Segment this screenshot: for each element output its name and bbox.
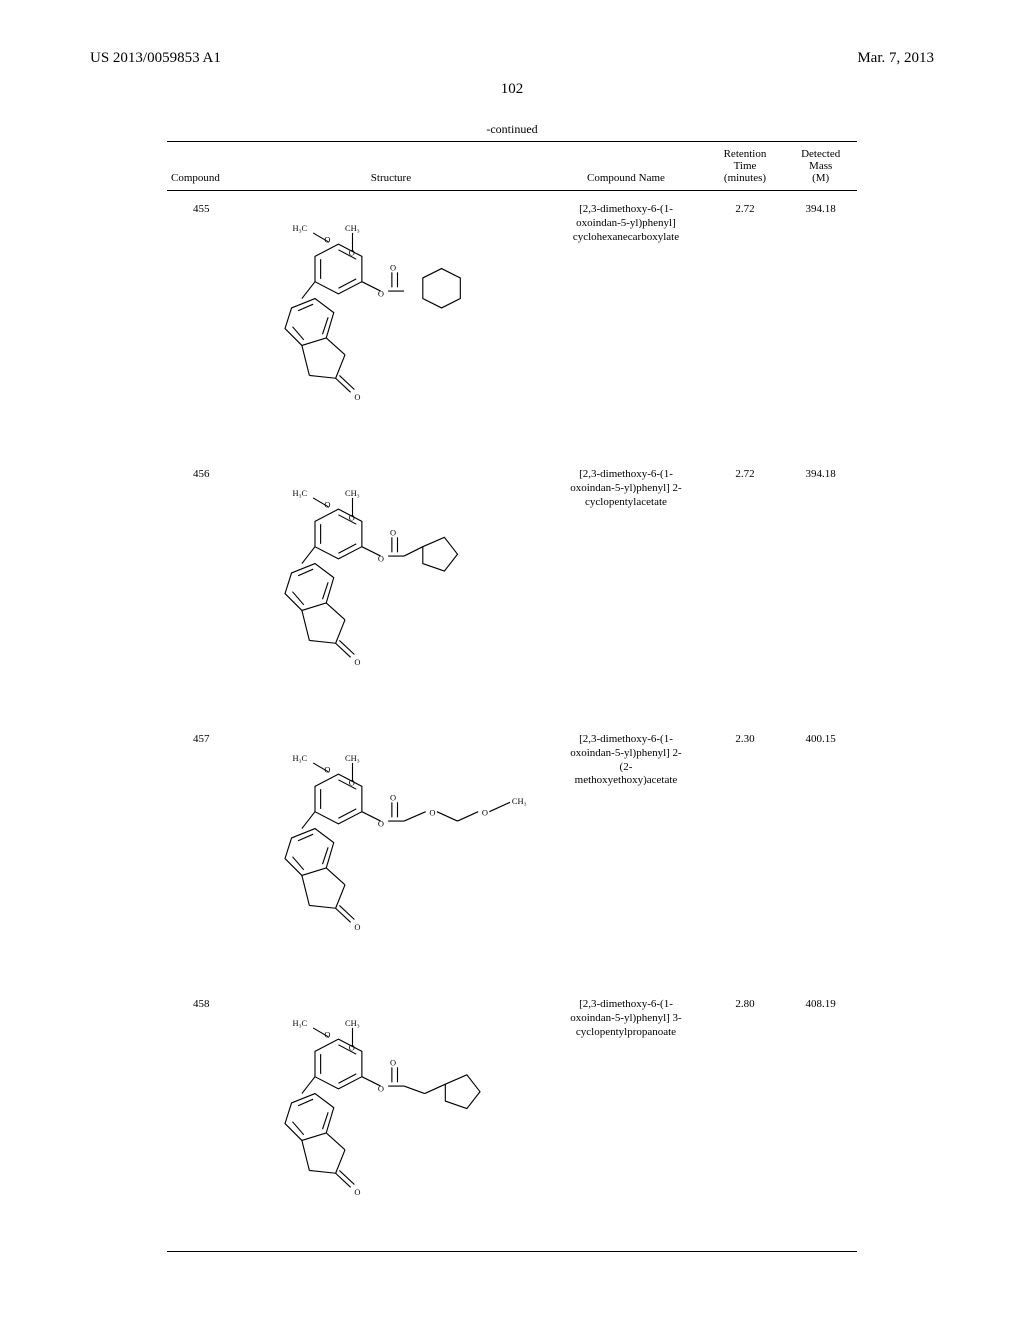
bottom-rule	[167, 1251, 857, 1252]
col-mass: Detected Mass (M)	[784, 142, 857, 190]
col-structure: Structure	[236, 142, 547, 190]
compound-structure: H₃C O CH₃ O O O O	[236, 986, 547, 1251]
continued-label: -continued	[167, 122, 857, 137]
svg-text:O: O	[324, 499, 330, 509]
table-row: 456 H₃C O CH₃ O	[167, 456, 857, 721]
svg-text:O: O	[390, 527, 396, 537]
svg-text:O: O	[354, 392, 360, 402]
compound-structure: H₃C O CH₃ O O O O	[236, 456, 547, 721]
structure-svg: H₃C O CH₃ O O O O O O CH₃	[240, 727, 540, 977]
svg-text:O: O	[354, 1187, 360, 1197]
structure-svg: H₃C O CH₃ O O O O	[240, 197, 540, 447]
retention-time: 2.72	[706, 191, 785, 456]
detected-mass: 408.19	[784, 986, 857, 1251]
svg-text:O: O	[390, 792, 396, 802]
svg-text:O: O	[377, 819, 383, 829]
structure-svg: H₃C O CH₃ O O O O	[240, 462, 540, 712]
svg-text:O: O	[429, 807, 435, 817]
svg-text:O: O	[348, 247, 354, 257]
detected-mass: 394.18	[784, 191, 857, 456]
retention-time: 2.30	[706, 721, 785, 986]
detected-mass: 400.15	[784, 721, 857, 986]
svg-text:O: O	[377, 554, 383, 564]
table-body: 455 H₃C O CH₃ O O O	[167, 191, 857, 1251]
svg-text:O: O	[354, 922, 360, 932]
svg-text:H₃C: H₃C	[292, 223, 307, 233]
table-row: 455 H₃C O CH₃ O O O	[167, 191, 857, 456]
retention-time: 2.80	[706, 986, 785, 1251]
svg-text:CH₃: CH₃	[511, 796, 526, 806]
page-header: US 2013/0059853 A1 Mar. 7, 2013	[90, 50, 934, 67]
compound-id: 458	[167, 986, 236, 1251]
svg-text:CH₃: CH₃	[345, 1018, 360, 1028]
svg-text:O: O	[324, 764, 330, 774]
table-row: 457	[167, 721, 857, 986]
structure-svg: H₃C O CH₃ O O O O	[240, 992, 540, 1242]
compound-name: [2,3-dimethoxy-6-(1-oxoindan-5-yl)phenyl…	[546, 986, 705, 1251]
detected-mass: 394.18	[784, 456, 857, 721]
svg-text:O: O	[324, 1029, 330, 1039]
publication-date: Mar. 7, 2013	[857, 50, 934, 67]
publication-number: US 2013/0059853 A1	[90, 50, 221, 67]
patent-page: US 2013/0059853 A1 Mar. 7, 2013 102 -con…	[0, 0, 1024, 1320]
svg-text:CH₃: CH₃	[345, 223, 360, 233]
svg-text:O: O	[348, 777, 354, 787]
compound-name: [2,3-dimethoxy-6-(1-oxoindan-5-yl)phenyl…	[546, 721, 705, 986]
col-retention: Retention Time (minutes)	[706, 142, 785, 190]
table-row: 458 H₃C O	[167, 986, 857, 1251]
compound-id: 455	[167, 191, 236, 456]
svg-text:CH₃: CH₃	[345, 488, 360, 498]
svg-text:H₃C: H₃C	[292, 753, 307, 763]
svg-text:O: O	[348, 1042, 354, 1052]
svg-text:CH₃: CH₃	[345, 753, 360, 763]
retention-time: 2.72	[706, 456, 785, 721]
svg-text:O: O	[390, 262, 396, 272]
compound-name: [2,3-dimethoxy-6-(1-oxoindan-5-yl)phenyl…	[546, 456, 705, 721]
compound-structure: H₃C O CH₃ O O O O	[236, 191, 547, 456]
col-compound: Compound	[167, 142, 236, 190]
svg-text:H₃C: H₃C	[292, 1018, 307, 1028]
svg-text:O: O	[377, 1084, 383, 1094]
svg-text:O: O	[348, 512, 354, 522]
svg-text:O: O	[390, 1057, 396, 1067]
svg-text:O: O	[354, 657, 360, 667]
compound-table: Compound Structure Compound Name Retenti…	[167, 142, 857, 1251]
svg-text:O: O	[324, 234, 330, 244]
compound-table-wrap: -continued Compound Structure Compound N…	[167, 122, 857, 1252]
compound-id: 456	[167, 456, 236, 721]
svg-text:O: O	[377, 289, 383, 299]
svg-text:O: O	[481, 807, 487, 817]
table-head: Compound Structure Compound Name Retenti…	[167, 142, 857, 190]
col-name: Compound Name	[546, 142, 705, 190]
page-number: 102	[90, 81, 934, 98]
compound-id: 457	[167, 721, 236, 986]
compound-name: [2,3-dimethoxy-6-(1-oxoindan-5-yl)phenyl…	[546, 191, 705, 456]
compound-structure: H₃C O CH₃ O O O O O O CH₃	[236, 721, 547, 986]
svg-text:H₃C: H₃C	[292, 488, 307, 498]
